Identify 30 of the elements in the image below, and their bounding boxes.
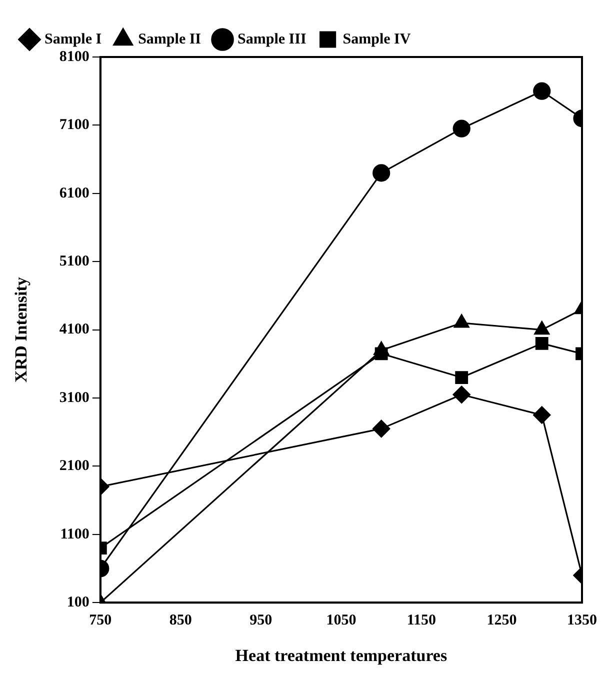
point (372, 164, 390, 182)
x-tick-label: 950 (250, 612, 272, 628)
y-tick-label: 6100 (59, 185, 90, 202)
point (533, 82, 551, 100)
y-tick-label: 1100 (60, 526, 90, 542)
legend-label: Sample I (44, 31, 102, 48)
point (452, 120, 470, 138)
x-tick-label: 1150 (406, 612, 436, 628)
x-tick-label: 1050 (326, 612, 356, 628)
legend-label: Sample II (138, 31, 202, 48)
y-tick-label: 4100 (59, 322, 90, 338)
x-axis-title: Heat treatment temperatures (235, 646, 448, 666)
x-tick-label: 1250 (486, 612, 517, 628)
point (533, 406, 551, 424)
y-axis-title: XRD Intensity (12, 276, 31, 382)
legend-label: Sample III (238, 31, 306, 48)
y-tick-label: 7100 (59, 117, 90, 134)
y-tick-label: 8100 (59, 48, 90, 65)
y-tick-label: 100 (66, 594, 90, 610)
y-tick-label: 2100 (59, 458, 90, 474)
legend-label: Sample IV (342, 31, 411, 48)
y-tick-label: 5100 (59, 253, 90, 270)
point (535, 336, 548, 350)
y-tick-label: 3100 (59, 390, 90, 406)
point (455, 371, 468, 384)
x-tick-label: 850 (169, 612, 192, 628)
point (452, 386, 470, 404)
x-tick-label: 1350 (567, 612, 597, 628)
point (372, 420, 390, 438)
x-tick-label: 750 (89, 612, 112, 628)
